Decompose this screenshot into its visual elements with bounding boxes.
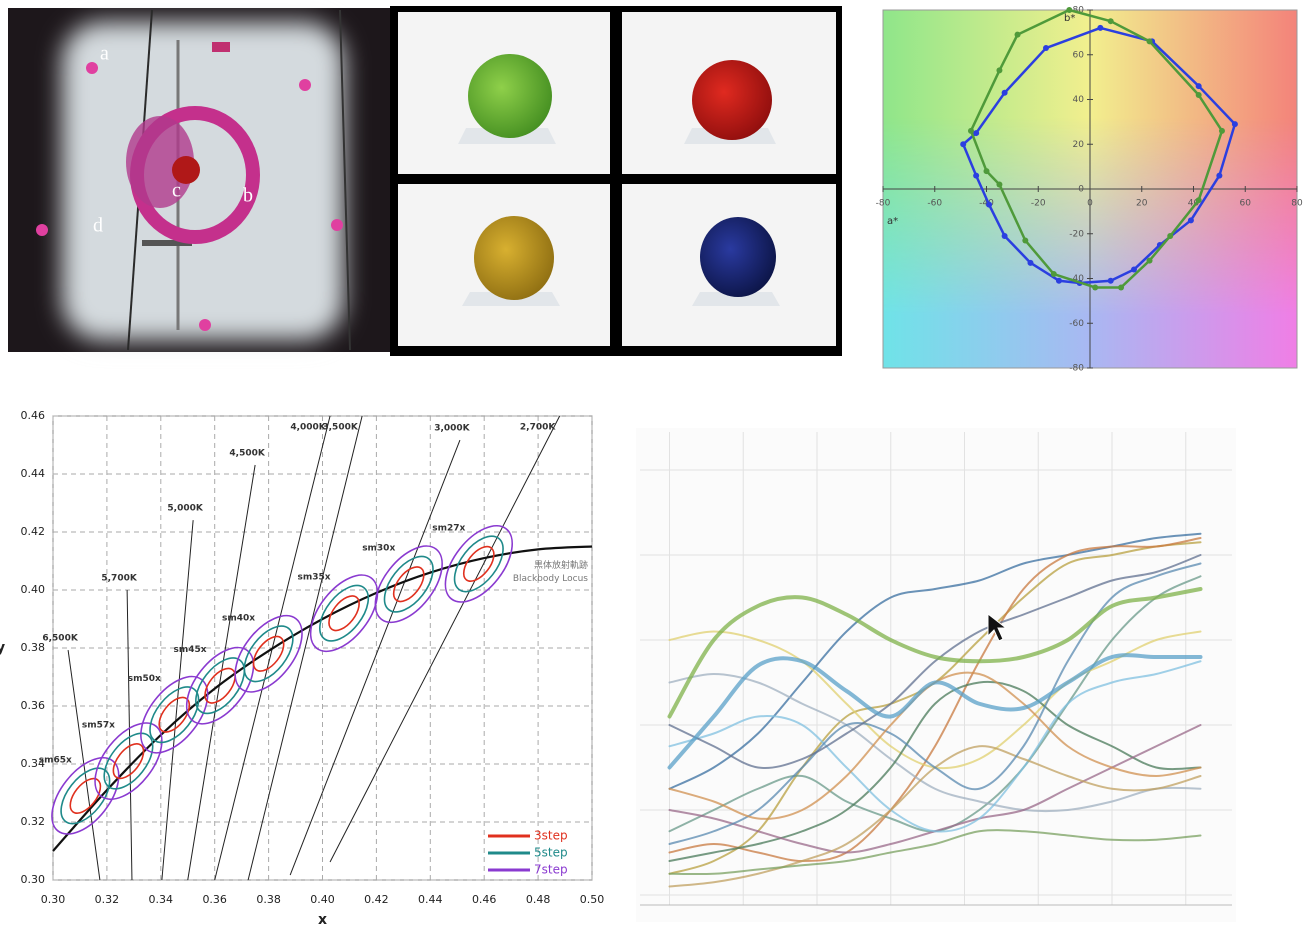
data-point [968, 128, 974, 134]
ellipse-label: sm45x [174, 645, 207, 655]
cct-label: 6,500K [42, 634, 78, 644]
x-tick-label: 0.38 [256, 893, 281, 906]
data-point [1147, 258, 1153, 264]
y-tick-label: 0.40 [21, 583, 46, 596]
data-point [973, 173, 979, 179]
plot-area [53, 416, 592, 880]
ellipse-label: sm27x [432, 523, 465, 533]
legend-label: 3step [534, 829, 568, 843]
x-tick-label: 0.44 [418, 893, 443, 906]
ellipse-label: sm30x [362, 544, 395, 554]
data-point [1118, 284, 1124, 290]
x-tick-label: 0.36 [202, 893, 227, 906]
y-tick-label: 0.30 [21, 873, 46, 886]
cct-label: 5,000K [167, 504, 203, 514]
x-tick-label: -80 [876, 199, 891, 209]
y-tick-label: 0 [1078, 185, 1084, 195]
y-tick-label: 40 [1073, 95, 1085, 105]
ellipse-label: sm65x [39, 755, 72, 765]
ellipse-label: sm35x [298, 573, 331, 583]
x-tick-label: 0.32 [95, 893, 120, 906]
data-point [1066, 7, 1072, 13]
data-point [1188, 217, 1194, 223]
data-point [1232, 121, 1238, 127]
y-tick-label: 0.38 [21, 641, 46, 654]
data-point [1002, 233, 1008, 239]
data-point [1196, 83, 1202, 89]
data-point [1051, 271, 1057, 277]
data-point [960, 141, 966, 147]
cct-label: 4,500K [229, 449, 265, 459]
y-tick-label: 0.36 [21, 699, 46, 712]
y-tick-label: 20 [1073, 140, 1085, 150]
y-tick-label: 0.44 [21, 467, 46, 480]
x-tick-label: 80 [1291, 199, 1303, 209]
photo-label: c [172, 180, 181, 202]
x-tick-label: 60 [1240, 199, 1252, 209]
locus-label: 黒体放射軌跡 [534, 559, 588, 571]
x-tick-label: 0.30 [41, 893, 66, 906]
data-point [1043, 45, 1049, 51]
data-point [1022, 237, 1028, 243]
cct-label: 3,500K [322, 423, 358, 433]
x-tick-label: -20 [1031, 199, 1046, 209]
x-axis-label: x [318, 912, 327, 926]
y-tick-label: 0.46 [21, 409, 46, 422]
data-point [1108, 278, 1114, 284]
figure: a b c d -80-60-40-20020406080-80-60-40-2… [0, 0, 1307, 926]
locus-label: Blackbody Locus [513, 574, 588, 584]
data-point [1092, 284, 1098, 290]
data-point [1147, 38, 1153, 44]
data-point [986, 202, 992, 208]
cct-label: 3,000K [434, 424, 470, 434]
data-point [1196, 197, 1202, 203]
cct-label: 4,000K [290, 423, 326, 433]
y-tick-label: 0.32 [21, 815, 46, 828]
x-tick-label: 0.42 [364, 893, 389, 906]
data-point [1015, 32, 1021, 38]
y-tick-label: -80 [1069, 364, 1084, 374]
x-tick-label: 20 [1136, 199, 1148, 209]
y-axis-label: b* [1064, 13, 1075, 24]
apple-photos [390, 6, 842, 356]
ellipse-label: sm50x [128, 674, 161, 684]
data-point [996, 182, 1002, 188]
y-axis-label: y [0, 640, 5, 656]
data-point [973, 130, 979, 136]
photo-label: d [93, 215, 103, 237]
data-point [1056, 278, 1062, 284]
legend-label: 5step [534, 846, 568, 860]
data-point [1097, 25, 1103, 31]
x-tick-label: 0.40 [310, 893, 335, 906]
data-point [996, 67, 1002, 73]
legend-label: 7step [534, 863, 568, 877]
photo-label: b [243, 185, 253, 207]
x-axis-label: a* [887, 216, 898, 227]
x-tick-label: 0.48 [526, 893, 551, 906]
x-tick-label: -60 [927, 199, 942, 209]
data-point [1196, 92, 1202, 98]
apparatus-photo: a b c d [8, 8, 390, 352]
y-tick-label: -20 [1069, 229, 1084, 239]
x-tick-label: 0.50 [580, 893, 605, 906]
y-tick-label: 0.42 [21, 525, 46, 538]
data-point [1108, 18, 1114, 24]
cct-label: 2,700K [520, 423, 556, 433]
x-tick-label: 0.46 [472, 893, 497, 906]
y-tick-label: 60 [1073, 50, 1085, 60]
data-point [1216, 173, 1222, 179]
ellipse-label: sm57x [82, 721, 115, 731]
data-point [1219, 128, 1225, 134]
y-tick-label: -60 [1069, 319, 1084, 329]
cct-label: 5,700K [101, 574, 137, 584]
data-point [1002, 90, 1008, 96]
data-point [1027, 260, 1033, 266]
data-point [984, 168, 990, 174]
ellipse-label: sm40x [222, 613, 255, 623]
data-point [1167, 233, 1173, 239]
photo-label: a [100, 43, 109, 65]
page: a b c d -80-60-40-20020406080-80-60-40-2… [0, 0, 1307, 926]
x-tick-label: 0.34 [149, 893, 174, 906]
x-tick-label: 0 [1087, 199, 1093, 209]
